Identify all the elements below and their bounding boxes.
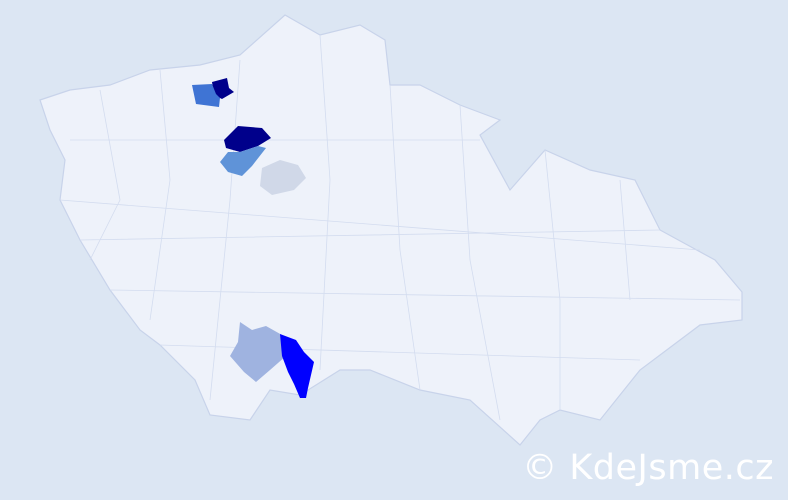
district-highlight-darkest-2 <box>224 126 271 152</box>
watermark: © KdeJsme.cz <box>522 448 774 488</box>
district-highlight-medium-light <box>220 146 266 176</box>
district-borders <box>59 34 741 421</box>
district-highlight-palest <box>260 160 306 195</box>
country-outline <box>39 14 743 446</box>
district-highlight-light <box>230 322 286 382</box>
district-highlight-strong <box>280 334 314 398</box>
district-highlight-medium-1 <box>192 84 220 107</box>
district-highlight-darkest-1 <box>212 78 234 99</box>
